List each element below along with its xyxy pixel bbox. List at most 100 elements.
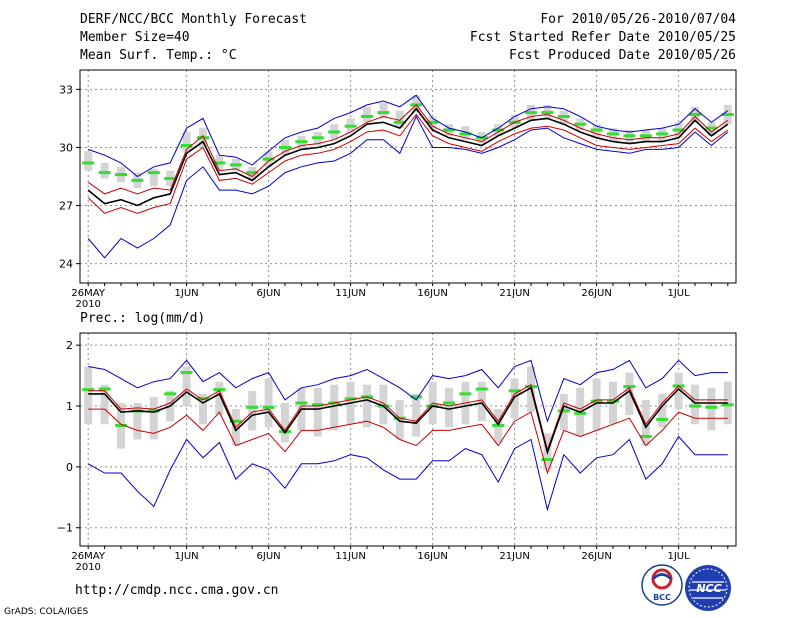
precipitation-median-mark: [459, 392, 472, 396]
precipitation-box: [363, 384, 371, 428]
precipitation-median-mark: [656, 417, 669, 421]
temperature-box: [379, 102, 388, 119]
temperature-box: [100, 162, 109, 179]
ncc-logo-text: NCC: [696, 582, 721, 595]
precipitation-box: [674, 372, 683, 410]
precipitation-median-mark: [295, 401, 308, 405]
precipitation-xtick-label: 1JUN: [175, 551, 199, 562]
precipitation-xtick-label: 21JUN: [499, 551, 529, 562]
precipitation-box: [625, 372, 634, 416]
temperature-median-mark: [574, 122, 587, 126]
precipitation-median-mark: [705, 405, 718, 409]
precipitation-median-mark: [82, 388, 95, 392]
precipitation-xtick-label: 26MAY: [71, 551, 105, 562]
precipitation-line-mean: [88, 386, 728, 456]
precipitation-median-mark: [197, 397, 209, 401]
forecast-started-date: Fcst Started Refer Date 2010/05/25: [469, 30, 736, 45]
temperature-box: [149, 168, 158, 187]
temperature-median-mark: [147, 171, 160, 175]
precipitation-median-mark: [164, 392, 177, 396]
bcc-logo: BCC: [641, 564, 683, 606]
precipitation-median-mark: [607, 399, 619, 403]
precipitation-line-min: [87, 435, 728, 512]
precipitation-median-mark: [541, 458, 554, 462]
precipitation-median-mark: [508, 389, 521, 393]
temperature-ytick-label: 33: [59, 83, 73, 96]
forecast-period-label: For 2010/05/26-2010/07/04: [540, 12, 736, 27]
precipitation-box: [592, 378, 601, 431]
temperature-line-min: [87, 115, 729, 259]
temperature-box: [84, 151, 93, 171]
temperature-xtick-label: 1JUN: [175, 288, 199, 299]
forecast-produced-date: Fcst Produced Date 2010/05/26: [509, 48, 736, 63]
temperature-ytick-label: 24: [59, 258, 73, 271]
precipitation-median-mark: [213, 388, 226, 392]
temperature-xtick-label: 1JUL: [667, 288, 690, 299]
precipitation-box: [281, 402, 289, 443]
temperature-xtick-label: 11JUN: [335, 288, 365, 299]
precipitation-box: [379, 384, 388, 425]
precipitation-box: [84, 366, 93, 425]
precipitation-line-max: [88, 359, 728, 423]
temperature-ytick-label: 30: [59, 141, 73, 154]
precipitation-ytick-label: −1: [57, 522, 73, 535]
chart-title: DERF/NCC/BCC Monthly Forecast: [80, 12, 307, 27]
temperature-median-mark: [164, 176, 177, 180]
precipitation-median-mark: [557, 409, 570, 413]
grads-credit: GrADS: COLA/IGES: [4, 607, 88, 617]
temperature-xtick-year: 2010: [75, 299, 100, 310]
precipitation-box: [264, 378, 273, 428]
temperature-median-mark: [328, 130, 341, 134]
precipitation-median-mark: [98, 387, 111, 391]
precipitation-median-mark: [590, 399, 603, 403]
temperature-box: [182, 131, 191, 152]
precipitation-box: [445, 387, 453, 428]
temperature-median-mark: [361, 114, 373, 118]
precipitation-box: [412, 393, 421, 437]
precipitation-ytick-label: 2: [66, 339, 73, 352]
precipitation-xtick-label: 6JUN: [257, 551, 281, 562]
temperature-median-mark: [311, 136, 324, 140]
precipitation-median-mark: [229, 419, 242, 423]
temperature-line-minus_one_sd: [87, 113, 729, 214]
temperature-median-mark: [557, 114, 570, 118]
precipitation-median-mark: [574, 411, 587, 415]
precipitation-median-mark: [180, 371, 193, 375]
temperature-median-mark: [82, 161, 95, 165]
temperature-xtick-label: 6JUN: [257, 288, 281, 299]
precipitation-line-minus_one_sd: [88, 408, 728, 475]
precipitation-median-mark: [639, 434, 652, 438]
precipitation-xtick-label: 11JUN: [335, 551, 365, 562]
temperature-median-mark: [377, 111, 390, 115]
precipitation-median-mark: [443, 401, 455, 405]
source-url: http://cmdp.ncc.cma.gov.cn: [75, 583, 279, 598]
precipitation-box: [477, 381, 486, 422]
precipitation-box: [691, 384, 699, 425]
precipitation-box: [248, 390, 257, 431]
precipitation-box: [641, 399, 650, 446]
temperature-median-mark: [197, 136, 209, 140]
precipitation-median-mark: [475, 387, 488, 391]
temperature-xtick-label: 26JUN: [581, 288, 611, 299]
temperature-variable-label: Mean Surf. Temp.: °C: [80, 48, 237, 63]
precipitation-xtick-year: 2010: [75, 562, 100, 573]
precipitation-box: [330, 384, 339, 431]
precipitation-box: [182, 366, 191, 407]
precipitation-xtick-label: 16JUN: [417, 551, 447, 562]
temperature-median-mark: [279, 145, 291, 149]
precipitation-median-mark: [410, 395, 423, 399]
precipitation-ytick-label: 0: [66, 461, 73, 474]
temperature-median-mark: [656, 132, 669, 136]
temperature-median-mark: [672, 128, 685, 132]
precipitation-ytick-label: 1: [66, 400, 73, 413]
temperature-median-mark: [213, 161, 226, 165]
temperature-median-mark: [262, 157, 275, 161]
temperature-median-mark: [705, 126, 718, 130]
member-size-label: Member Size=40: [80, 30, 190, 45]
precipitation-box: [313, 387, 322, 437]
precipitation-box: [215, 381, 224, 416]
precipitation-variable-label: Prec.: log(mm/d): [80, 311, 205, 326]
precipitation-box: [133, 402, 142, 440]
temperature-median-mark: [689, 113, 701, 117]
